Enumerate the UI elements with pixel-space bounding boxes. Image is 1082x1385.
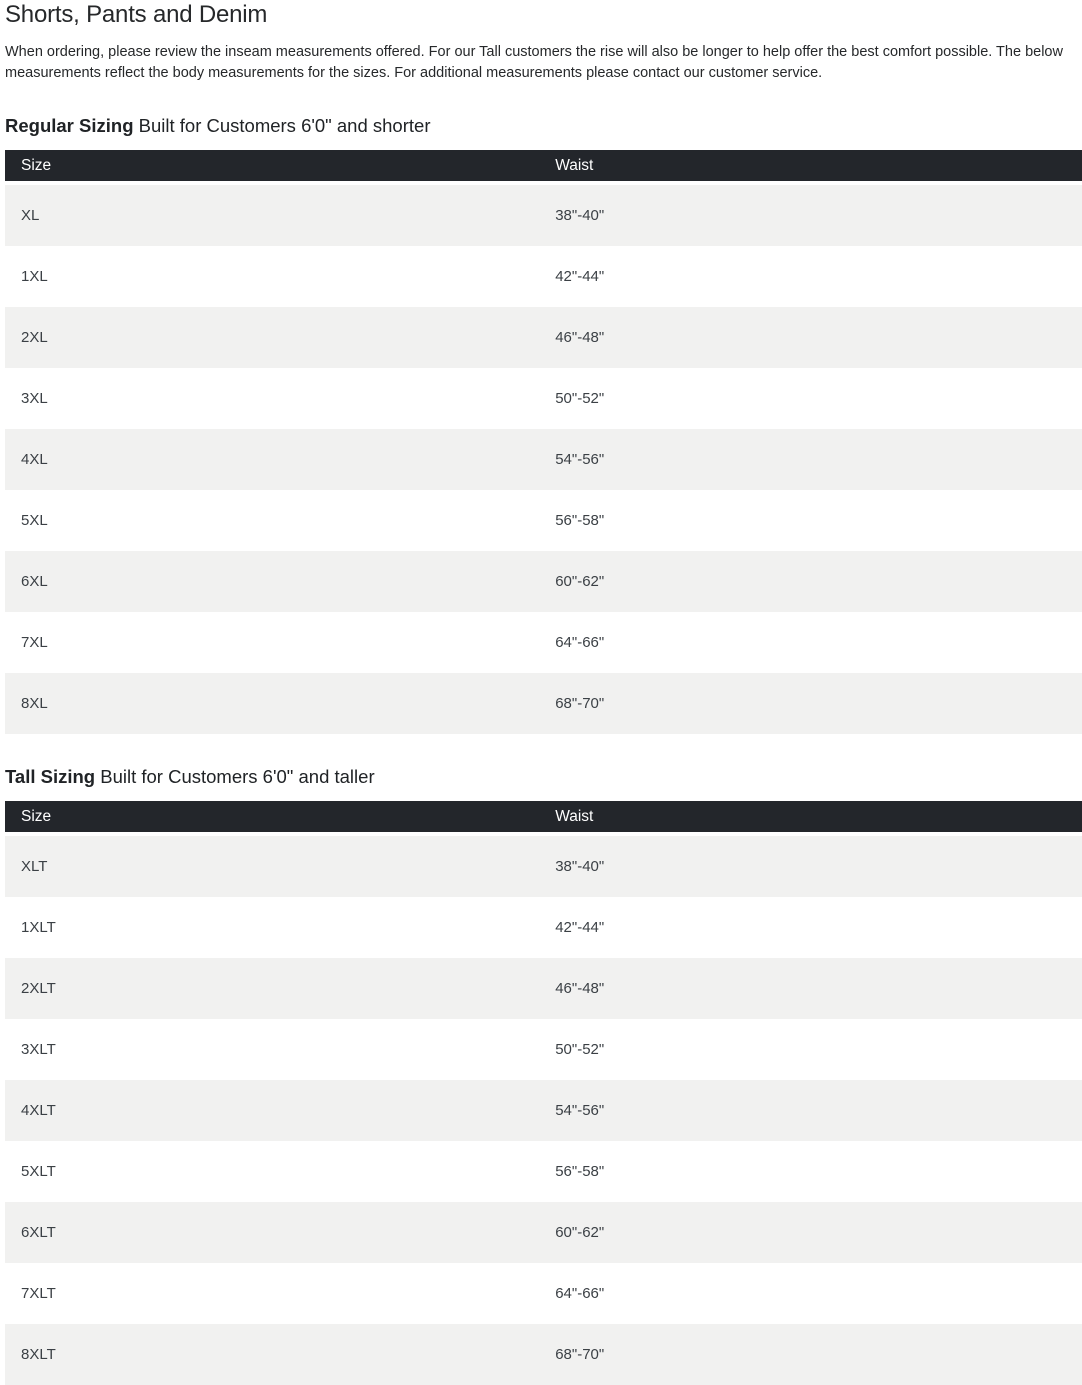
waist-cell: 50"-52" [539, 1019, 1082, 1080]
waist-cell: 42"-44" [539, 897, 1082, 958]
regular-sizing-heading: Regular Sizing Built for Customers 6'0" … [5, 115, 1082, 137]
table-row: 3XLT 50"-52" [5, 1019, 1082, 1080]
table-row: XLT 38"-40" [5, 836, 1082, 897]
table-row: 5XL 56"-58" [5, 490, 1082, 551]
table-row: 7XL 64"-66" [5, 612, 1082, 673]
table-row: 8XLT 68"-70" [5, 1324, 1082, 1385]
size-cell: 3XLT [5, 1019, 540, 1080]
size-cell: 6XL [5, 551, 540, 612]
tall-sizing-heading-bold: Tall Sizing [5, 766, 96, 787]
tall-sizing-section: Tall Sizing Built for Customers 6'0" and… [5, 766, 1082, 1385]
table-row: 1XLT 42"-44" [5, 897, 1082, 958]
size-cell: 1XLT [5, 897, 540, 958]
table-row: 3XL 50"-52" [5, 368, 1082, 429]
table-row: 6XL 60"-62" [5, 551, 1082, 612]
size-cell: XLT [5, 836, 540, 897]
tall-sizing-heading: Tall Sizing Built for Customers 6'0" and… [5, 766, 1082, 788]
sizing-description: When ordering, please review the inseam … [5, 44, 1063, 81]
tall-sizing-table: Size Waist XLT 38"-40" 1XLT 42"-44" 2XLT… [5, 801, 1082, 1385]
waist-cell: 50"-52" [539, 368, 1082, 429]
table-row: 6XLT 60"-62" [5, 1202, 1082, 1263]
table-row: 2XL 46"-48" [5, 307, 1082, 368]
waist-cell: 64"-66" [539, 1263, 1082, 1324]
table-header-row: Size Waist [5, 801, 1082, 836]
waist-cell: 56"-58" [539, 490, 1082, 551]
table-row: 5XLT 56"-58" [5, 1141, 1082, 1202]
column-header-waist: Waist [539, 801, 1082, 836]
size-cell: 3XL [5, 368, 540, 429]
waist-cell: 38"-40" [539, 836, 1082, 897]
waist-cell: 56"-58" [539, 1141, 1082, 1202]
waist-cell: 46"-48" [539, 307, 1082, 368]
size-cell: 5XLT [5, 1141, 540, 1202]
size-cell: 2XLT [5, 958, 540, 1019]
waist-cell: 38"-40" [539, 185, 1082, 246]
waist-cell: 54"-56" [539, 1080, 1082, 1141]
table-row: 2XLT 46"-48" [5, 958, 1082, 1019]
size-cell: 7XL [5, 612, 540, 673]
page-title: Shorts, Pants and Denim [5, 1, 268, 28]
waist-cell: 42"-44" [539, 246, 1082, 307]
size-cell: 8XLT [5, 1324, 540, 1385]
table-row: 8XL 68"-70" [5, 673, 1082, 734]
tall-sizing-heading-subtitle: Built for Customers 6'0" and taller [95, 766, 375, 787]
table-row: 1XL 42"-44" [5, 246, 1082, 307]
size-cell: 8XL [5, 673, 540, 734]
regular-sizing-section: Regular Sizing Built for Customers 6'0" … [5, 115, 1082, 734]
waist-cell: 68"-70" [539, 1324, 1082, 1385]
waist-cell: 68"-70" [539, 673, 1082, 734]
table-row: 4XLT 54"-56" [5, 1080, 1082, 1141]
column-header-size: Size [5, 801, 540, 836]
table-row: 7XLT 64"-66" [5, 1263, 1082, 1324]
size-cell: 2XL [5, 307, 540, 368]
regular-sizing-table: Size Waist XL 38"-40" 1XL 42"-44" 2XL 46… [5, 150, 1082, 734]
waist-cell: 60"-62" [539, 551, 1082, 612]
size-cell: 4XLT [5, 1080, 540, 1141]
size-cell: 7XLT [5, 1263, 540, 1324]
waist-cell: 64"-66" [539, 612, 1082, 673]
column-header-size: Size [5, 150, 540, 185]
size-cell: 4XL [5, 429, 540, 490]
table-header: Size Waist [5, 801, 1082, 836]
size-cell: 5XL [5, 490, 540, 551]
waist-cell: 60"-62" [539, 1202, 1082, 1263]
table-row: 4XL 54"-56" [5, 429, 1082, 490]
regular-sizing-heading-subtitle: Built for Customers 6'0" and shorter [133, 115, 431, 136]
table-header: Size Waist [5, 150, 1082, 185]
waist-cell: 46"-48" [539, 958, 1082, 1019]
size-cell: 1XL [5, 246, 540, 307]
waist-cell: 54"-56" [539, 429, 1082, 490]
regular-sizing-heading-bold: Regular Sizing [5, 115, 134, 136]
table-row: XL 38"-40" [5, 185, 1082, 246]
table-header-row: Size Waist [5, 150, 1082, 185]
size-cell: 6XLT [5, 1202, 540, 1263]
size-cell: XL [5, 185, 540, 246]
column-header-waist: Waist [539, 150, 1082, 185]
